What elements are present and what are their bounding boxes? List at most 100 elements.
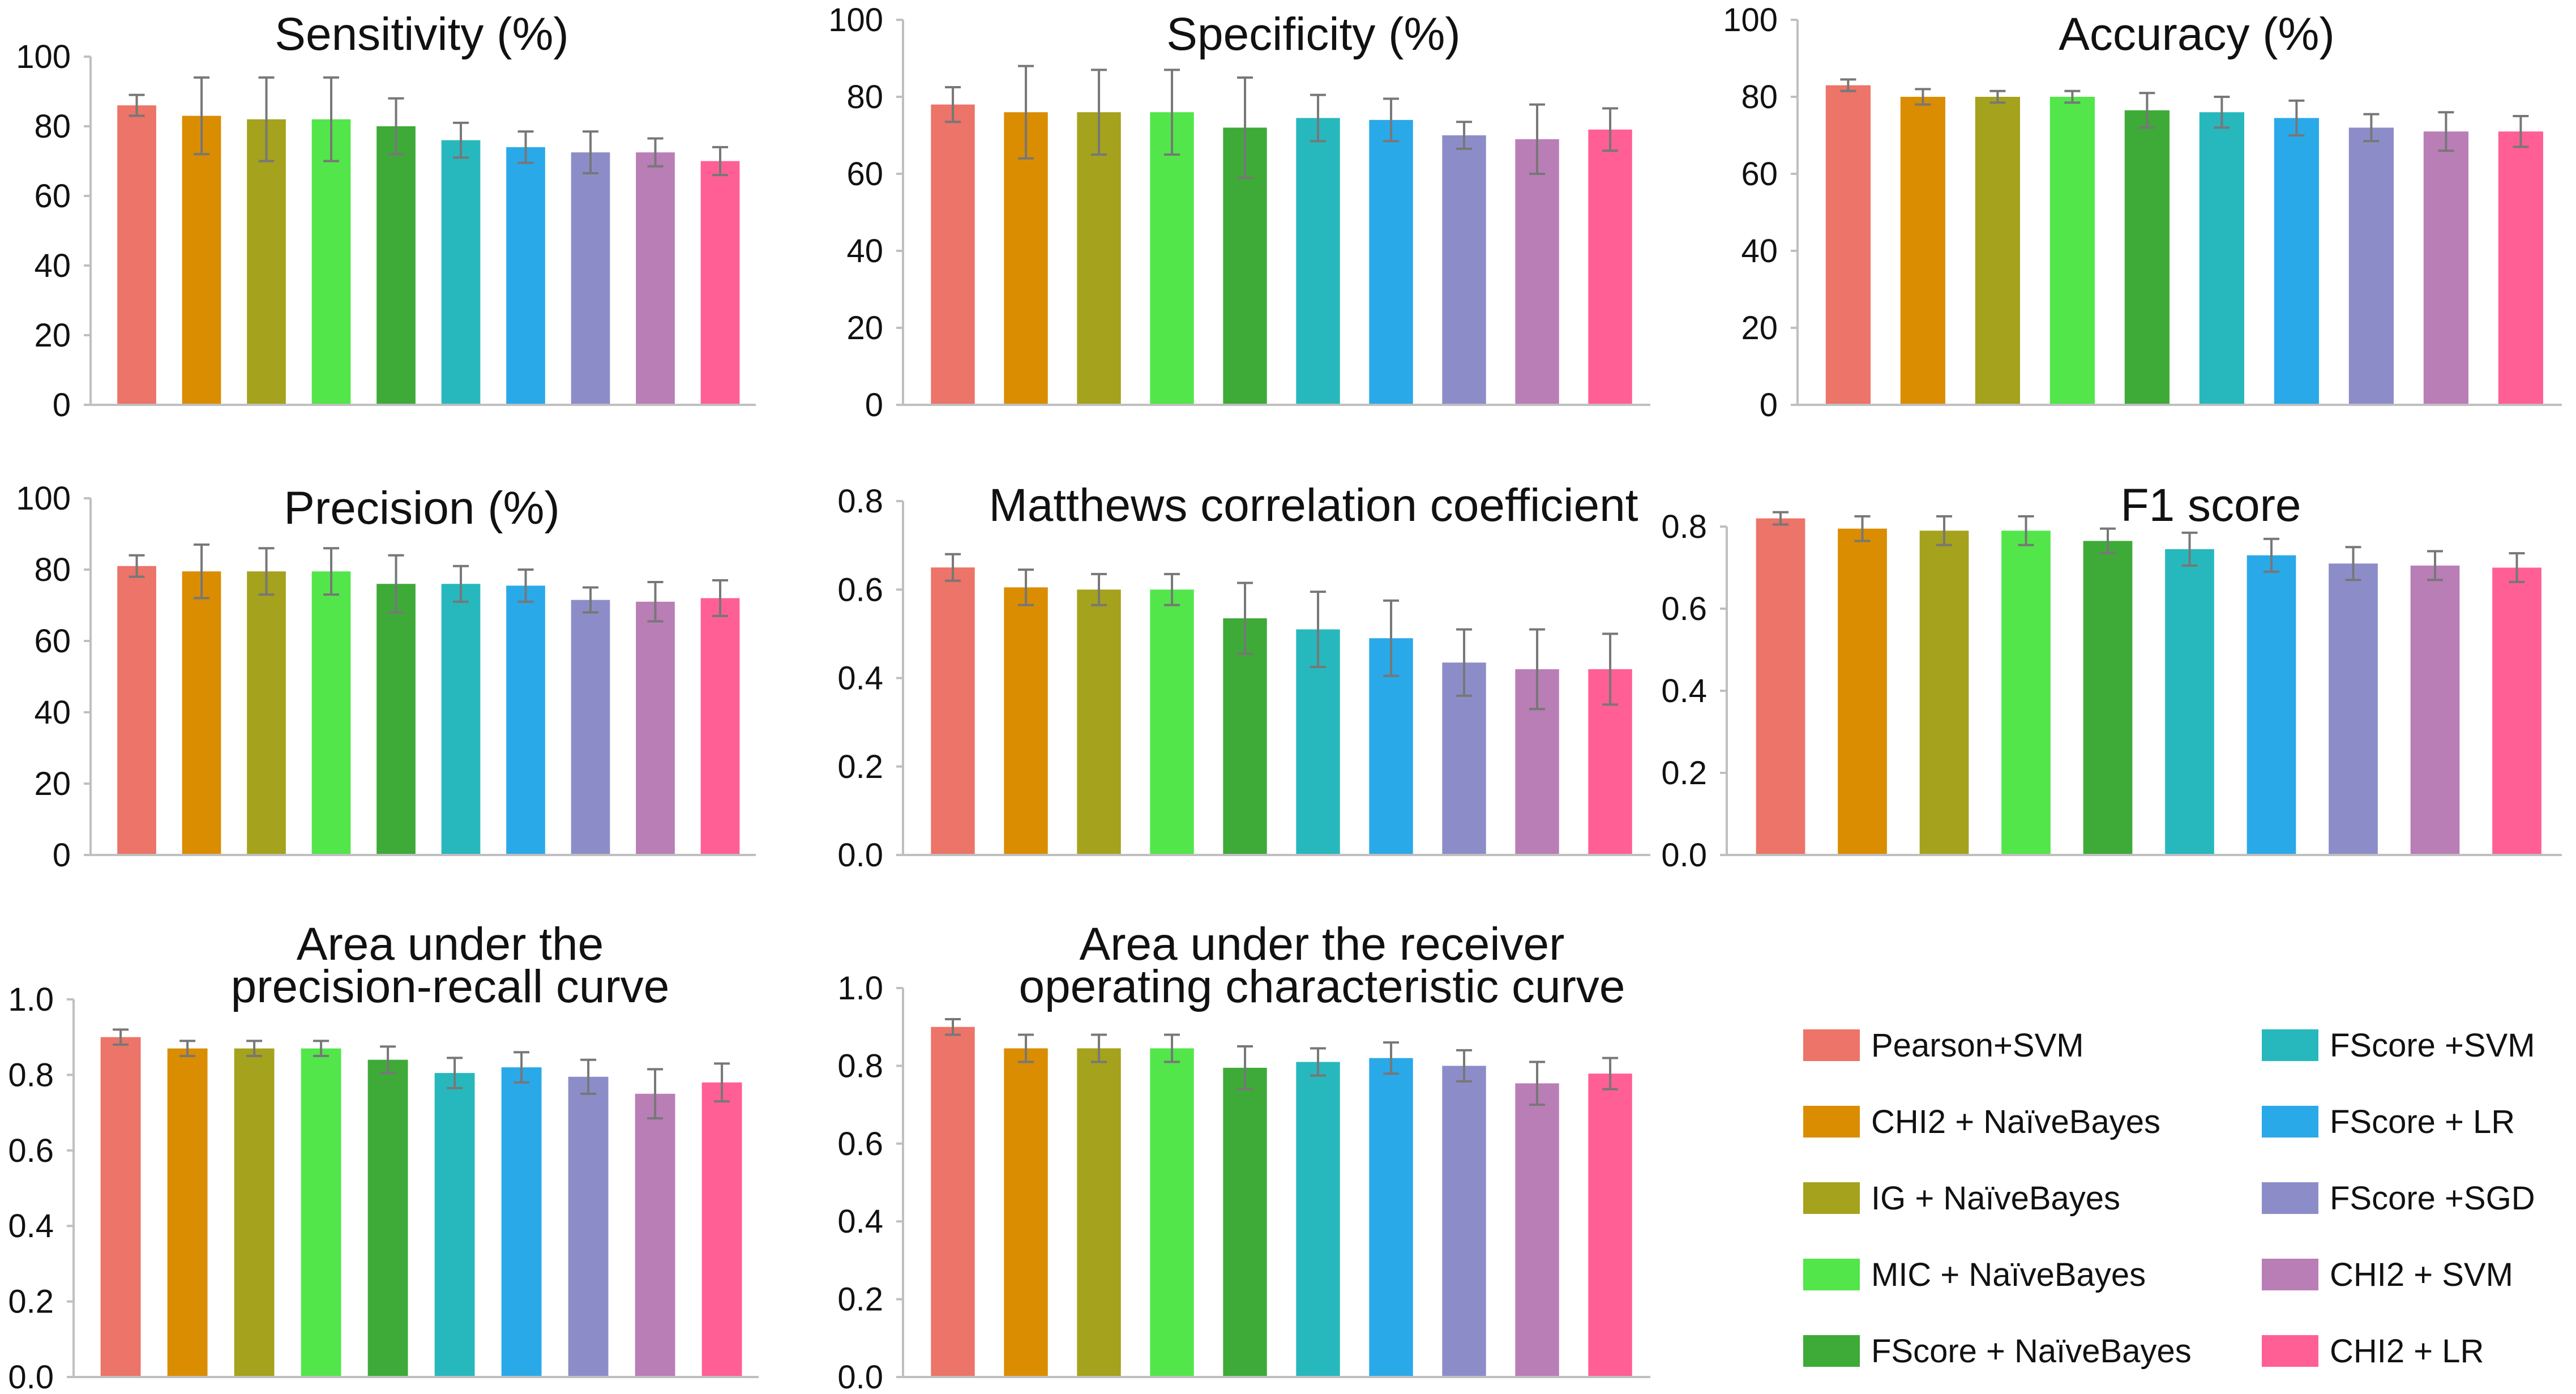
y-tick-label: 0	[1760, 387, 1778, 424]
legend-item: CHI2 + LR	[2262, 1333, 2484, 1370]
legend-label: CHI2 + NaïveBayes	[1871, 1104, 2160, 1140]
bar	[1077, 112, 1121, 405]
legend-item: CHI2 + SVM	[2262, 1256, 2513, 1293]
bar	[2083, 541, 2133, 855]
bar	[571, 152, 610, 405]
legend-swatch	[2262, 1335, 2318, 1367]
bar	[301, 1048, 341, 1377]
y-tick-label: 60	[34, 178, 71, 215]
y-tick-label: 60	[846, 156, 883, 193]
bar	[1077, 1048, 1121, 1377]
legend-label: Pearson+SVM	[1871, 1027, 2084, 1064]
legend-item: FScore + LR	[2262, 1104, 2515, 1140]
bar	[2199, 112, 2244, 405]
y-tick-label: 0.4	[837, 1203, 883, 1240]
y-tick-label: 100	[16, 39, 71, 75]
legend-label: FScore + LR	[2330, 1104, 2515, 1140]
bar	[1223, 1067, 1267, 1377]
bar	[441, 140, 481, 405]
y-tick-label: 0.6	[837, 571, 883, 608]
y-tick-label: 80	[34, 108, 71, 145]
bar	[1975, 97, 2020, 405]
bar	[117, 566, 156, 855]
y-tick-label: 0.8	[8, 1057, 54, 1093]
chart-panel: F1 score 0.0 0.2 0.4 0.6 0.8	[1661, 480, 2562, 874]
legend: Pearson+SVM CHI2 + NaïveBayes IG + NaïveBa…	[1803, 1027, 2535, 1370]
bar	[1296, 118, 1340, 405]
y-tick-label: 20	[846, 310, 883, 347]
legend-swatch	[1803, 1182, 1860, 1214]
bar	[2049, 97, 2095, 405]
legend-swatch	[2262, 1029, 2318, 1061]
bar	[931, 567, 975, 855]
bar	[1838, 528, 1887, 855]
y-tick-label: 0.2	[8, 1284, 54, 1320]
legend-item: FScore + NaïveBayes	[1803, 1333, 2192, 1370]
legend-swatch	[1803, 1259, 1860, 1290]
bar	[1150, 589, 1194, 855]
y-tick-label: 0.2	[1661, 755, 1707, 792]
bar	[376, 584, 416, 855]
bar	[434, 1073, 475, 1377]
bar	[1515, 1083, 1559, 1377]
bar	[1004, 587, 1048, 855]
bar	[2165, 549, 2214, 855]
bar	[234, 1048, 275, 1377]
bar	[2124, 110, 2170, 405]
bar	[506, 585, 545, 855]
bar	[1588, 129, 1632, 405]
legend-swatch	[2262, 1259, 2318, 1290]
bar	[1756, 518, 1805, 855]
y-tick-label: 0.4	[837, 660, 883, 697]
bar	[2492, 567, 2541, 855]
legend-swatch	[2262, 1106, 2318, 1138]
y-tick-label: 0.6	[837, 1126, 883, 1162]
y-tick-label: 100	[16, 480, 71, 517]
bar	[2001, 531, 2051, 855]
bar	[1004, 112, 1048, 405]
y-tick-label: 0.0	[1661, 837, 1707, 874]
chart-title: Precision (%)	[284, 482, 560, 534]
bar	[117, 105, 156, 405]
y-tick-label: 0.4	[1661, 673, 1707, 709]
chart-panel: Specificity (%) 0 20 40 60 80 100	[828, 2, 1650, 424]
y-tick-label: 1.0	[8, 981, 54, 1018]
bar	[1369, 1058, 1413, 1377]
bar	[568, 1076, 609, 1377]
bar	[100, 1037, 141, 1377]
y-tick-label: 20	[34, 766, 71, 802]
y-tick-label: 80	[846, 79, 883, 116]
bar	[2348, 127, 2394, 405]
bar	[167, 1048, 208, 1377]
chart-title: Accuracy (%)	[2059, 8, 2335, 60]
legend-swatch	[1803, 1335, 1860, 1367]
legend-item: CHI2 + NaïveBayes	[1803, 1104, 2160, 1140]
legend-label: CHI2 + SVM	[2330, 1256, 2513, 1293]
bar	[1442, 135, 1486, 405]
y-tick-label: 40	[1741, 233, 1778, 270]
bar	[501, 1067, 542, 1377]
bar	[1150, 1048, 1194, 1377]
bar	[1588, 1074, 1632, 1377]
y-tick-label: 60	[1741, 156, 1778, 193]
y-tick-label: 40	[34, 694, 71, 731]
legend-swatch	[2262, 1182, 2318, 1214]
y-tick-label: 0.8	[837, 1047, 883, 1084]
legend-swatch	[1803, 1106, 1860, 1138]
bar	[506, 147, 545, 405]
bar	[2498, 131, 2543, 405]
bar	[636, 601, 675, 855]
bar	[1296, 1062, 1340, 1377]
bar	[247, 571, 286, 855]
bar	[700, 598, 740, 855]
y-tick-label: 0	[865, 387, 883, 424]
y-tick-label: 40	[34, 247, 71, 284]
bar	[311, 119, 351, 405]
y-tick-label: 1.0	[837, 970, 883, 1007]
chart-title: Area under the receiver	[1080, 918, 1565, 970]
legend-label: MIC + NaïveBayes	[1871, 1256, 2146, 1293]
bar	[441, 584, 481, 855]
bar	[376, 126, 416, 405]
